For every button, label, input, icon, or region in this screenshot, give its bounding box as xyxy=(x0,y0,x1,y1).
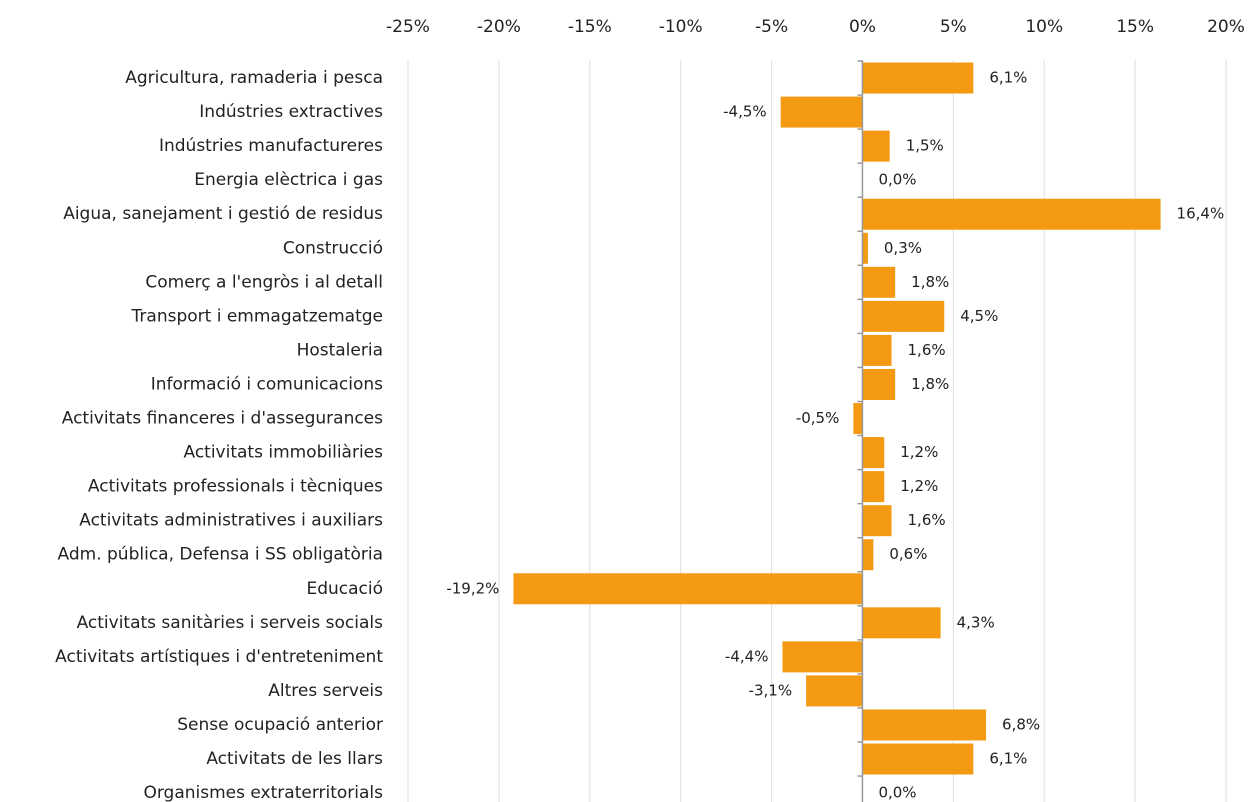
value-label: 1,5% xyxy=(906,137,944,155)
category-label: Activitats artístiques i d'entreteniment xyxy=(55,647,383,667)
value-label: 6,1% xyxy=(989,69,1027,87)
bar xyxy=(862,62,974,94)
bar xyxy=(862,300,945,332)
value-label: 6,1% xyxy=(989,750,1027,768)
value-label: -4,4% xyxy=(725,647,769,665)
category-label: Indústries extractives xyxy=(199,102,383,122)
value-label: 0,3% xyxy=(884,239,922,257)
bar xyxy=(862,539,874,571)
bar xyxy=(853,403,863,435)
category-label: Activitats administratives i auxiliars xyxy=(79,511,383,531)
bar xyxy=(862,471,885,503)
category-label: Transport i emmagatzematge xyxy=(131,306,383,326)
category-label: Organismes extraterritorials xyxy=(143,783,383,802)
category-label: Construcció xyxy=(283,238,383,258)
category-label: Aigua, sanejament i gestió de residus xyxy=(63,204,383,224)
bar xyxy=(782,641,863,673)
bar xyxy=(862,266,896,298)
x-tick-label: -5% xyxy=(755,17,788,37)
x-tick-label: 5% xyxy=(940,17,967,37)
x-tick-label: -25% xyxy=(386,17,430,37)
category-label: Altres serveis xyxy=(268,681,383,701)
value-label: 0,6% xyxy=(889,545,927,563)
value-label: -3,1% xyxy=(749,681,793,699)
value-label: 4,5% xyxy=(960,307,998,325)
x-tick-label: 0% xyxy=(849,17,876,37)
bar xyxy=(862,232,868,264)
x-tick-label: -15% xyxy=(568,17,612,37)
value-label: -4,5% xyxy=(723,103,767,121)
category-label: Hostaleria xyxy=(297,340,383,360)
category-label: Activitats immobiliàries xyxy=(183,443,383,463)
x-tick-label: 15% xyxy=(1116,17,1154,37)
value-label: -19,2% xyxy=(446,579,499,597)
value-label: -0,5% xyxy=(796,409,840,427)
category-label: Indústries manufactureres xyxy=(159,136,383,156)
x-tick-label: -10% xyxy=(659,17,703,37)
bar xyxy=(780,96,863,128)
bar xyxy=(862,130,890,162)
value-label: 1,2% xyxy=(900,477,938,495)
x-tick-label: 20% xyxy=(1207,17,1245,37)
category-label: Activitats financeres i d'assegurances xyxy=(62,409,383,429)
category-label: Informació i comunicacions xyxy=(151,374,383,394)
bar xyxy=(862,709,987,741)
bar xyxy=(513,573,863,605)
category-label: Adm. pública, Defensa i SS obligatòria xyxy=(58,545,383,565)
category-label: Activitats sanitàries i serveis socials xyxy=(77,613,384,633)
value-label: 4,3% xyxy=(957,613,995,631)
bar xyxy=(862,607,941,639)
value-label: 0,0% xyxy=(878,784,916,802)
value-label: 1,8% xyxy=(911,273,949,291)
category-label: Activitats professionals i tècniques xyxy=(88,477,383,497)
category-label: Agricultura, ramaderia i pesca xyxy=(125,68,383,88)
value-label: 1,6% xyxy=(908,341,946,359)
x-tick-label: 10% xyxy=(1025,17,1063,37)
category-label: Comerç a l'engròs i al detall xyxy=(145,272,383,292)
category-label: Activitats de les llars xyxy=(206,749,383,769)
bar xyxy=(862,437,885,469)
category-label: Sense ocupació anterior xyxy=(177,715,383,735)
value-label: 16,4% xyxy=(1177,205,1225,223)
value-label: 0,0% xyxy=(878,171,916,189)
x-tick-label: -20% xyxy=(477,17,521,37)
value-label: 1,8% xyxy=(911,375,949,393)
bar xyxy=(862,334,892,366)
value-label: 6,8% xyxy=(1002,715,1040,733)
bar xyxy=(806,675,863,707)
bar xyxy=(862,743,974,775)
value-label: 1,2% xyxy=(900,443,938,461)
value-label: 1,6% xyxy=(908,511,946,529)
bar xyxy=(862,505,892,537)
category-label: Energia elèctrica i gas xyxy=(194,170,383,190)
bar xyxy=(862,198,1161,230)
bar xyxy=(862,368,896,400)
category-label: Educació xyxy=(306,579,383,599)
